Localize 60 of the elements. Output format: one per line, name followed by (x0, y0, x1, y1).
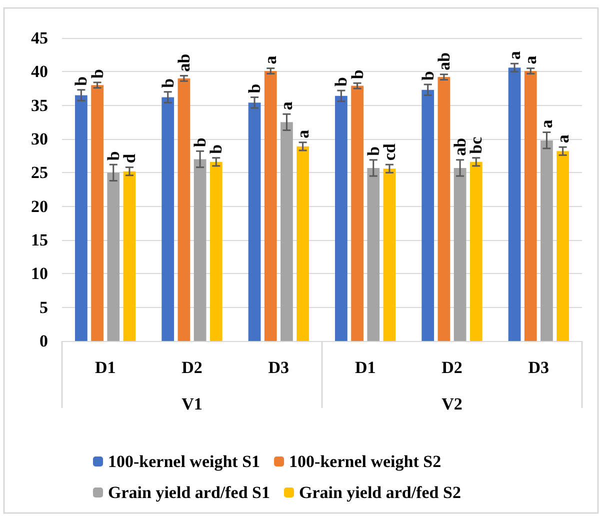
x-tick-label: D2 (182, 358, 202, 377)
data-label: b (245, 84, 264, 94)
y-tick-label: 25 (31, 163, 48, 182)
bar (296, 146, 309, 341)
y-tick-label: 30 (31, 130, 48, 148)
data-label: ab (434, 52, 454, 70)
data-label: a (293, 129, 312, 138)
bar (210, 162, 222, 341)
legend-label: Grain yield ard/fed S1 (108, 483, 270, 502)
data-label: a (261, 55, 280, 64)
bar (264, 70, 277, 341)
bar (367, 168, 380, 341)
y-tick-label: 5 (40, 298, 48, 317)
y-tick-label: 10 (31, 264, 48, 284)
data-label: b (332, 77, 351, 87)
y-tick-label: 40 (31, 62, 48, 82)
data-label: b (158, 78, 178, 88)
data-label: b (418, 70, 438, 80)
bar (335, 96, 348, 341)
data-label: b (348, 70, 367, 80)
data-label: a (537, 119, 556, 128)
bar (540, 140, 553, 341)
y-tick-label: 45 (31, 28, 48, 48)
text: V1 (182, 394, 202, 414)
y-tick-label: 0 (40, 332, 48, 350)
data-label: b (88, 68, 107, 78)
x-tick-label: D3 (268, 358, 290, 377)
bar (454, 168, 466, 341)
data-label: a (277, 101, 296, 110)
bar (383, 168, 396, 341)
bar (178, 78, 190, 341)
bar (91, 85, 104, 341)
x-tick-label: D1 (354, 358, 376, 377)
bar (162, 97, 174, 341)
x-tick-label: D3 (528, 358, 550, 377)
bar (438, 77, 450, 341)
legend-label: 100-kernel weight S1 (108, 452, 260, 471)
bar (556, 151, 569, 341)
data-label: b (72, 76, 91, 86)
bar (107, 172, 120, 341)
data-label: ab (174, 54, 194, 72)
legend-label: 100-kernel weight S2 (289, 452, 442, 471)
bar (248, 102, 261, 341)
x-tick-label: D1 (94, 358, 116, 377)
legend-label: Grain yield ard/fed S2 (298, 483, 461, 502)
y-tick-label: 35 (31, 96, 48, 115)
bar (524, 70, 537, 341)
bar (194, 159, 206, 341)
bar (75, 95, 88, 341)
bar (422, 90, 434, 341)
y-tick-label: 20 (31, 196, 48, 216)
data-label: a (553, 134, 572, 144)
bar (508, 68, 521, 341)
y-tick-label: 15 (31, 230, 48, 250)
x-tick-label: D2 (442, 358, 462, 377)
text: V2 (442, 394, 462, 414)
bar (280, 122, 293, 341)
bar (351, 86, 364, 341)
bar (123, 171, 136, 341)
bar (470, 162, 482, 341)
